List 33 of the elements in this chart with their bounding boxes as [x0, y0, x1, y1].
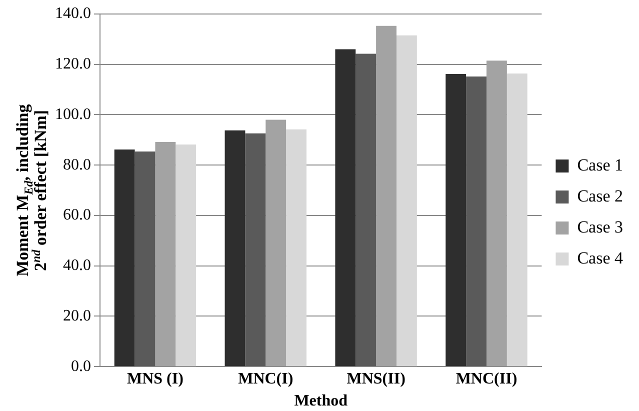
bar: [286, 129, 306, 366]
bar: [356, 54, 376, 366]
y-tick-label: 120.0: [55, 56, 91, 73]
bar: [446, 74, 466, 366]
bar: [486, 60, 507, 366]
bar: [176, 144, 196, 366]
bar: [114, 150, 135, 366]
bar: [466, 76, 486, 366]
legend-label: Case 3: [577, 217, 623, 236]
x-axis-title: Method: [294, 392, 348, 410]
y-tick-label: 140.0: [55, 5, 91, 22]
bar: [224, 130, 246, 366]
x-tick-label: MNC(II): [456, 370, 518, 388]
y-tick-label: 100.0: [55, 106, 91, 123]
bar: [266, 120, 286, 366]
y-tick-label: 40.0: [63, 257, 91, 274]
legend-label: Case 4: [577, 248, 624, 268]
y-tick-label: 20.0: [63, 307, 91, 324]
legend-label: Case 1: [577, 155, 623, 174]
x-tick-label: MNC(I): [238, 370, 294, 388]
bar: [396, 35, 417, 366]
bar: [376, 26, 396, 366]
y-tick-label: 60.0: [63, 206, 91, 224]
bar: [335, 49, 356, 366]
y-tick-label: 0.0: [71, 358, 91, 375]
x-tick-label: MNS(II): [346, 370, 406, 388]
bar: [134, 152, 156, 366]
bar: [245, 133, 266, 366]
y-tick-label: 80.0: [63, 156, 91, 174]
legend-label: Case 2: [577, 186, 623, 206]
bar: [506, 73, 528, 366]
bar: [155, 142, 176, 366]
x-tick-label: MNS (I): [126, 370, 184, 388]
